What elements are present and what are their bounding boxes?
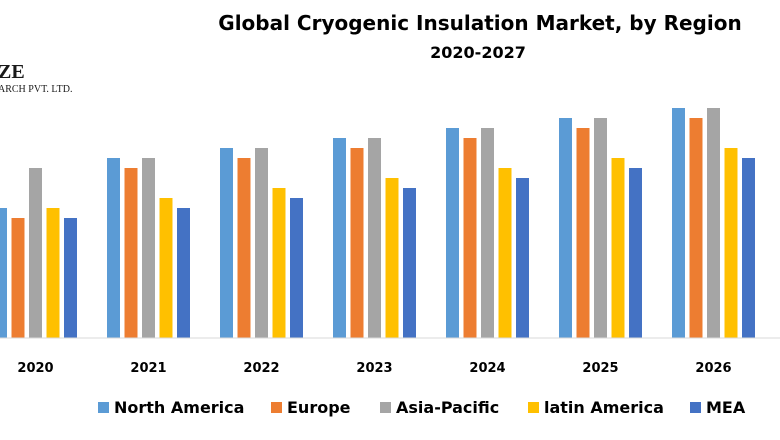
logo-text-line1: ZE	[0, 61, 25, 83]
bar-north-america-2021	[107, 158, 120, 338]
bar-latin-america-2026	[724, 148, 738, 338]
company-logo: ZE ARCH PVT. LTD.	[0, 61, 72, 95]
bar-latin-america-2021	[159, 198, 173, 338]
logo-text-line2: ARCH PVT. LTD.	[0, 84, 72, 95]
bar-north-america-2024	[446, 128, 459, 338]
bar-mea-2021	[177, 208, 190, 338]
x-tick-label-2026: 2026	[695, 361, 731, 376]
chart-subtitle: 2020-2027	[430, 43, 526, 62]
bar-mea-2024	[516, 178, 529, 338]
bar-north-america-2022	[220, 148, 233, 338]
bar-mea-2022	[290, 198, 303, 338]
bar-latin-america-2024	[498, 168, 512, 338]
bar-latin-america-2022	[272, 188, 286, 338]
chart-title: Global Cryogenic Insulation Market, by R…	[218, 11, 741, 35]
x-tick-label-2023: 2023	[356, 361, 392, 376]
legend-label-asia-pacific: Asia-Pacific	[396, 398, 499, 417]
legend-label-north-america: North America	[114, 398, 244, 417]
x-tick-label-2020: 2020	[17, 361, 53, 376]
bar-latin-america-2020	[46, 208, 60, 338]
legend: North America Europe Asia-Pacific latin Ame…	[98, 398, 746, 417]
bar-mea-2026	[742, 158, 755, 338]
bar-europe-2025	[576, 128, 590, 338]
bar-europe-2022	[237, 158, 251, 338]
bar-asia-pacific-2024	[481, 128, 494, 338]
bar-asia-pacific-2026	[707, 108, 720, 338]
legend-swatch-europe	[271, 402, 282, 413]
legend-label-latin-america: latin America	[544, 398, 664, 417]
x-tick-label-2021: 2021	[130, 361, 166, 376]
bar-north-america-2020	[0, 208, 7, 338]
bar-north-america-2023	[333, 138, 346, 338]
bar-asia-pacific-2025	[594, 118, 607, 338]
bar-europe-2024	[463, 138, 477, 338]
legend-label-europe: Europe	[287, 398, 351, 417]
bar-europe-2021	[124, 168, 138, 338]
legend-swatch-mea	[690, 402, 701, 413]
bar-mea-2020	[64, 218, 77, 338]
bar-mea-2023	[403, 188, 416, 338]
legend-swatch-latin-america	[528, 402, 539, 413]
bar-mea-2025	[629, 168, 642, 338]
x-tick-label-2024: 2024	[469, 361, 505, 376]
x-tick-label-2022: 2022	[243, 361, 279, 376]
bar-europe-2026	[689, 118, 703, 338]
x-axis-tick-labels: 2020 2021 2022 2023 2024 2025 2026	[17, 361, 731, 376]
bar-asia-pacific-2023	[368, 138, 381, 338]
bar-europe-2023	[350, 148, 364, 338]
bar-north-america-2025	[559, 118, 572, 338]
bar-north-america-2026	[672, 108, 685, 338]
legend-swatch-asia-pacific	[380, 402, 391, 413]
x-tick-label-2025: 2025	[582, 361, 618, 376]
bar-asia-pacific-2020	[29, 168, 42, 338]
bar-asia-pacific-2022	[255, 148, 268, 338]
legend-swatch-north-america	[98, 402, 109, 413]
bars-group	[0, 108, 755, 338]
bar-asia-pacific-2021	[142, 158, 155, 338]
bar-latin-america-2023	[385, 178, 399, 338]
legend-label-mea: MEA	[706, 398, 746, 417]
bar-latin-america-2025	[611, 158, 625, 338]
bar-europe-2020	[11, 218, 25, 338]
